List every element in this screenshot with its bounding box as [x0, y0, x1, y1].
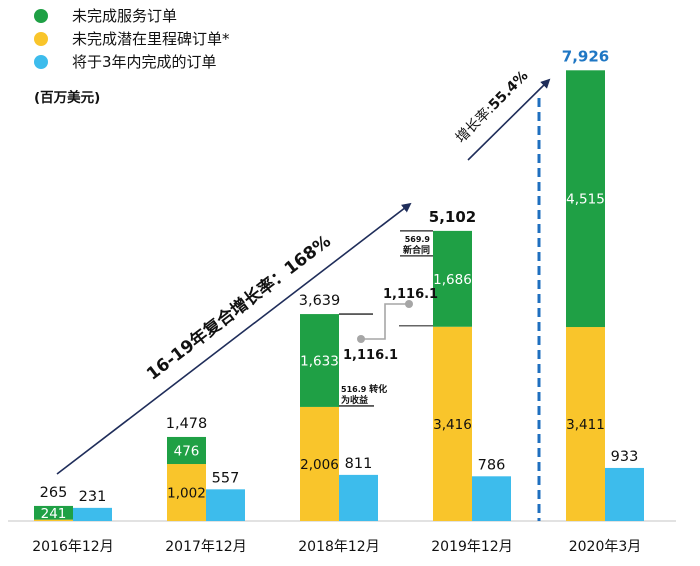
bridge-dot-end — [405, 300, 413, 308]
x-tick-label: 2017年12月 — [165, 539, 246, 555]
new-contracts-value: 569.9 — [405, 235, 431, 244]
converted-text: 转化 — [369, 383, 387, 395]
legend-label: 未完成服务订单 — [72, 7, 178, 25]
cagr-arrow — [56, 202, 412, 475]
data-label-milestone-backlog: 3,416 — [433, 417, 472, 433]
bar-three-year — [339, 474, 378, 521]
data-label-service-backlog: 476 — [174, 443, 200, 459]
data-label-milestone-backlog: 2,006 — [300, 457, 339, 473]
converted-label-line2: 为收益 — [341, 394, 368, 406]
bar-service-backlog — [433, 230, 472, 327]
bar-service-backlog — [167, 436, 206, 465]
bars-layer — [34, 70, 644, 521]
data-label-service-backlog: 4,515 — [566, 192, 605, 208]
labels-layer: 241 231 265 2016年12月 476 1,002 557 1,478 2017年12… — [32, 47, 641, 555]
x-tick-label: 2016年12月 — [32, 539, 113, 555]
total-label: 265 — [40, 485, 68, 501]
new-contracts-label: 新合同 — [403, 244, 430, 256]
bar-milestone-backlog — [34, 519, 73, 521]
legend-label: 将于3年内完成的订单 — [72, 53, 217, 71]
cagr-label-value: 168% — [281, 231, 335, 279]
unit-label: (百万美元) — [34, 90, 101, 106]
bar-three-year — [605, 467, 644, 521]
bar-milestone-backlog — [300, 406, 339, 521]
x-tick-label: 2019年12月 — [431, 539, 512, 555]
data-label-milestone-backlog: 3,411 — [566, 417, 605, 433]
converted-label: 516.9 转化 — [341, 383, 387, 395]
growth-label-value: 55.4% — [486, 68, 532, 114]
legend-label: 未完成潜在里程碑订单* — [72, 30, 230, 48]
data-label-three-year: 231 — [79, 489, 107, 505]
cagr-label-prefix: 16-19年复合增长率： — [143, 263, 293, 385]
bar-service-backlog — [34, 505, 73, 520]
x-tick-label: 2018年12月 — [298, 539, 379, 555]
data-label-three-year: 933 — [611, 449, 639, 465]
bridge-end-value: 1,116.1 — [383, 287, 438, 302]
bar-service-backlog — [300, 314, 339, 407]
bar-three-year — [206, 489, 245, 521]
data-label-service-backlog: 1,686 — [433, 272, 472, 288]
total-label: 7,926 — [562, 47, 609, 65]
bar-milestone-backlog — [167, 464, 206, 521]
bar-service-backlog — [566, 70, 605, 328]
data-label-three-year: 786 — [478, 457, 506, 473]
x-tick-label: 2020年3月 — [569, 539, 642, 555]
bridge-dot-start — [357, 335, 365, 343]
bar-milestone-backlog — [433, 326, 472, 521]
legend-dot-blue-icon — [34, 55, 48, 69]
growth-label-prefix: 增长率: — [452, 101, 497, 146]
growth-arrow — [467, 78, 551, 161]
bar-three-year — [472, 476, 511, 521]
data-label-service-backlog: 241 — [41, 506, 67, 522]
legend-dot-green-icon — [34, 9, 48, 23]
bridge-start-value: 1,116.1 — [343, 348, 398, 363]
bridge-connector — [361, 303, 409, 340]
converted-value: 516.9 — [341, 385, 369, 394]
data-label-service-backlog: 1,633 — [300, 354, 339, 370]
bar-milestone-backlog — [566, 327, 605, 521]
total-label: 5,102 — [429, 208, 476, 226]
bar-three-year — [73, 507, 112, 521]
growth-label: 增长率:55.4% — [452, 67, 531, 146]
total-label: 1,478 — [166, 416, 208, 432]
data-label-three-year: 557 — [212, 470, 240, 486]
total-label: 3,639 — [299, 293, 341, 309]
data-label-milestone-backlog: 1,002 — [167, 486, 206, 502]
legend-dot-yellow-icon — [34, 32, 48, 46]
data-label-three-year: 811 — [345, 456, 373, 472]
